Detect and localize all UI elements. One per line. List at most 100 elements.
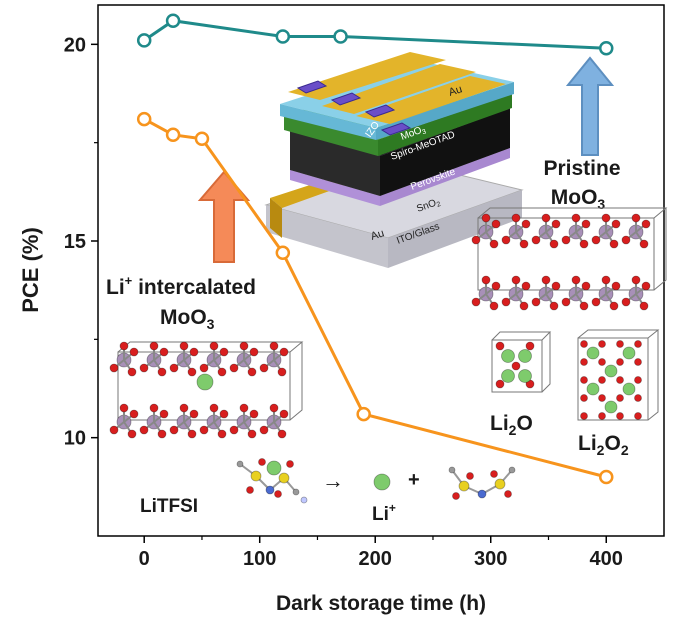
atom [149,341,159,351]
data-point [333,29,348,44]
atom [591,235,601,245]
atom [119,341,129,351]
layer-label-au-bottom: Au [369,227,386,243]
atom [541,213,551,223]
atom [236,460,244,468]
atom [279,347,289,357]
atom [179,341,189,351]
atom [586,346,600,360]
atom [634,358,642,366]
atom [495,379,505,389]
li-intercalated-label: Li+ intercalated [106,273,256,299]
atom [639,301,649,311]
data-point [598,469,614,485]
data-point [275,29,291,44]
atom [580,412,588,420]
atom [495,341,505,351]
atom [199,363,209,373]
atom [631,275,641,285]
data-point [136,33,152,48]
atom [277,429,287,439]
atom [219,409,229,419]
atom [494,478,506,490]
atom [616,394,624,402]
atom [169,363,179,373]
atom [508,466,516,474]
atom [581,219,591,229]
atom [157,367,167,377]
atom [525,341,535,351]
atom [187,367,197,377]
atom [489,301,499,311]
atom [481,275,491,285]
data-point [136,111,152,127]
crystal-and-molecule-illustrations [109,207,668,504]
li-ion-label: Li+ [372,501,396,525]
atom [641,281,651,291]
atom [278,472,290,484]
atom [611,281,621,291]
plus-sign: + [408,469,420,491]
atom [616,358,624,366]
atom [549,301,559,311]
unit-cell-outline [491,331,552,341]
x-tick-label: 0 [139,548,150,570]
atom [521,219,531,229]
atom [571,213,581,223]
atom [448,466,456,474]
izo-pad-4 [380,122,412,136]
atom [622,382,636,396]
atom [598,376,606,384]
atom [609,301,619,311]
atom [458,480,470,492]
series-line-0 [143,19,607,50]
atom [189,347,199,357]
atom [616,340,624,348]
atom [519,239,529,249]
li2o-label: Li2O [490,412,533,438]
atom [561,235,571,245]
atom [139,425,149,435]
atom [501,369,515,383]
atom [209,341,219,351]
atom [601,213,611,223]
atom [127,429,137,439]
atom [580,340,588,348]
atom [551,219,561,229]
atom [259,363,269,373]
data-point [356,406,371,422]
atom [634,412,642,420]
atom [269,403,279,413]
atom [159,409,169,419]
atom [265,485,275,495]
atom [286,460,294,468]
atom [518,369,532,383]
atom [127,367,137,377]
atom [219,347,229,357]
atom [531,235,541,245]
izo-pad-3 [364,104,396,118]
atom [611,219,621,229]
x-tick-label: 300 [474,548,507,570]
atom [598,340,606,348]
atom [159,347,169,357]
atom [504,490,512,498]
atom [157,429,167,439]
atom [179,403,189,413]
plot-frame [97,4,665,537]
atom [601,275,611,285]
atom [622,346,636,360]
atom [616,376,624,384]
x-tick-label: 200 [359,548,392,570]
atom [239,403,249,413]
atom [250,470,262,482]
atom [217,367,227,377]
atom [511,275,521,285]
atom [634,394,642,402]
atom [209,403,219,413]
data-point [275,245,291,261]
lithium-arrow [197,170,251,263]
atom [501,349,515,363]
atom [598,358,606,366]
x-tick-label: 400 [590,548,623,570]
